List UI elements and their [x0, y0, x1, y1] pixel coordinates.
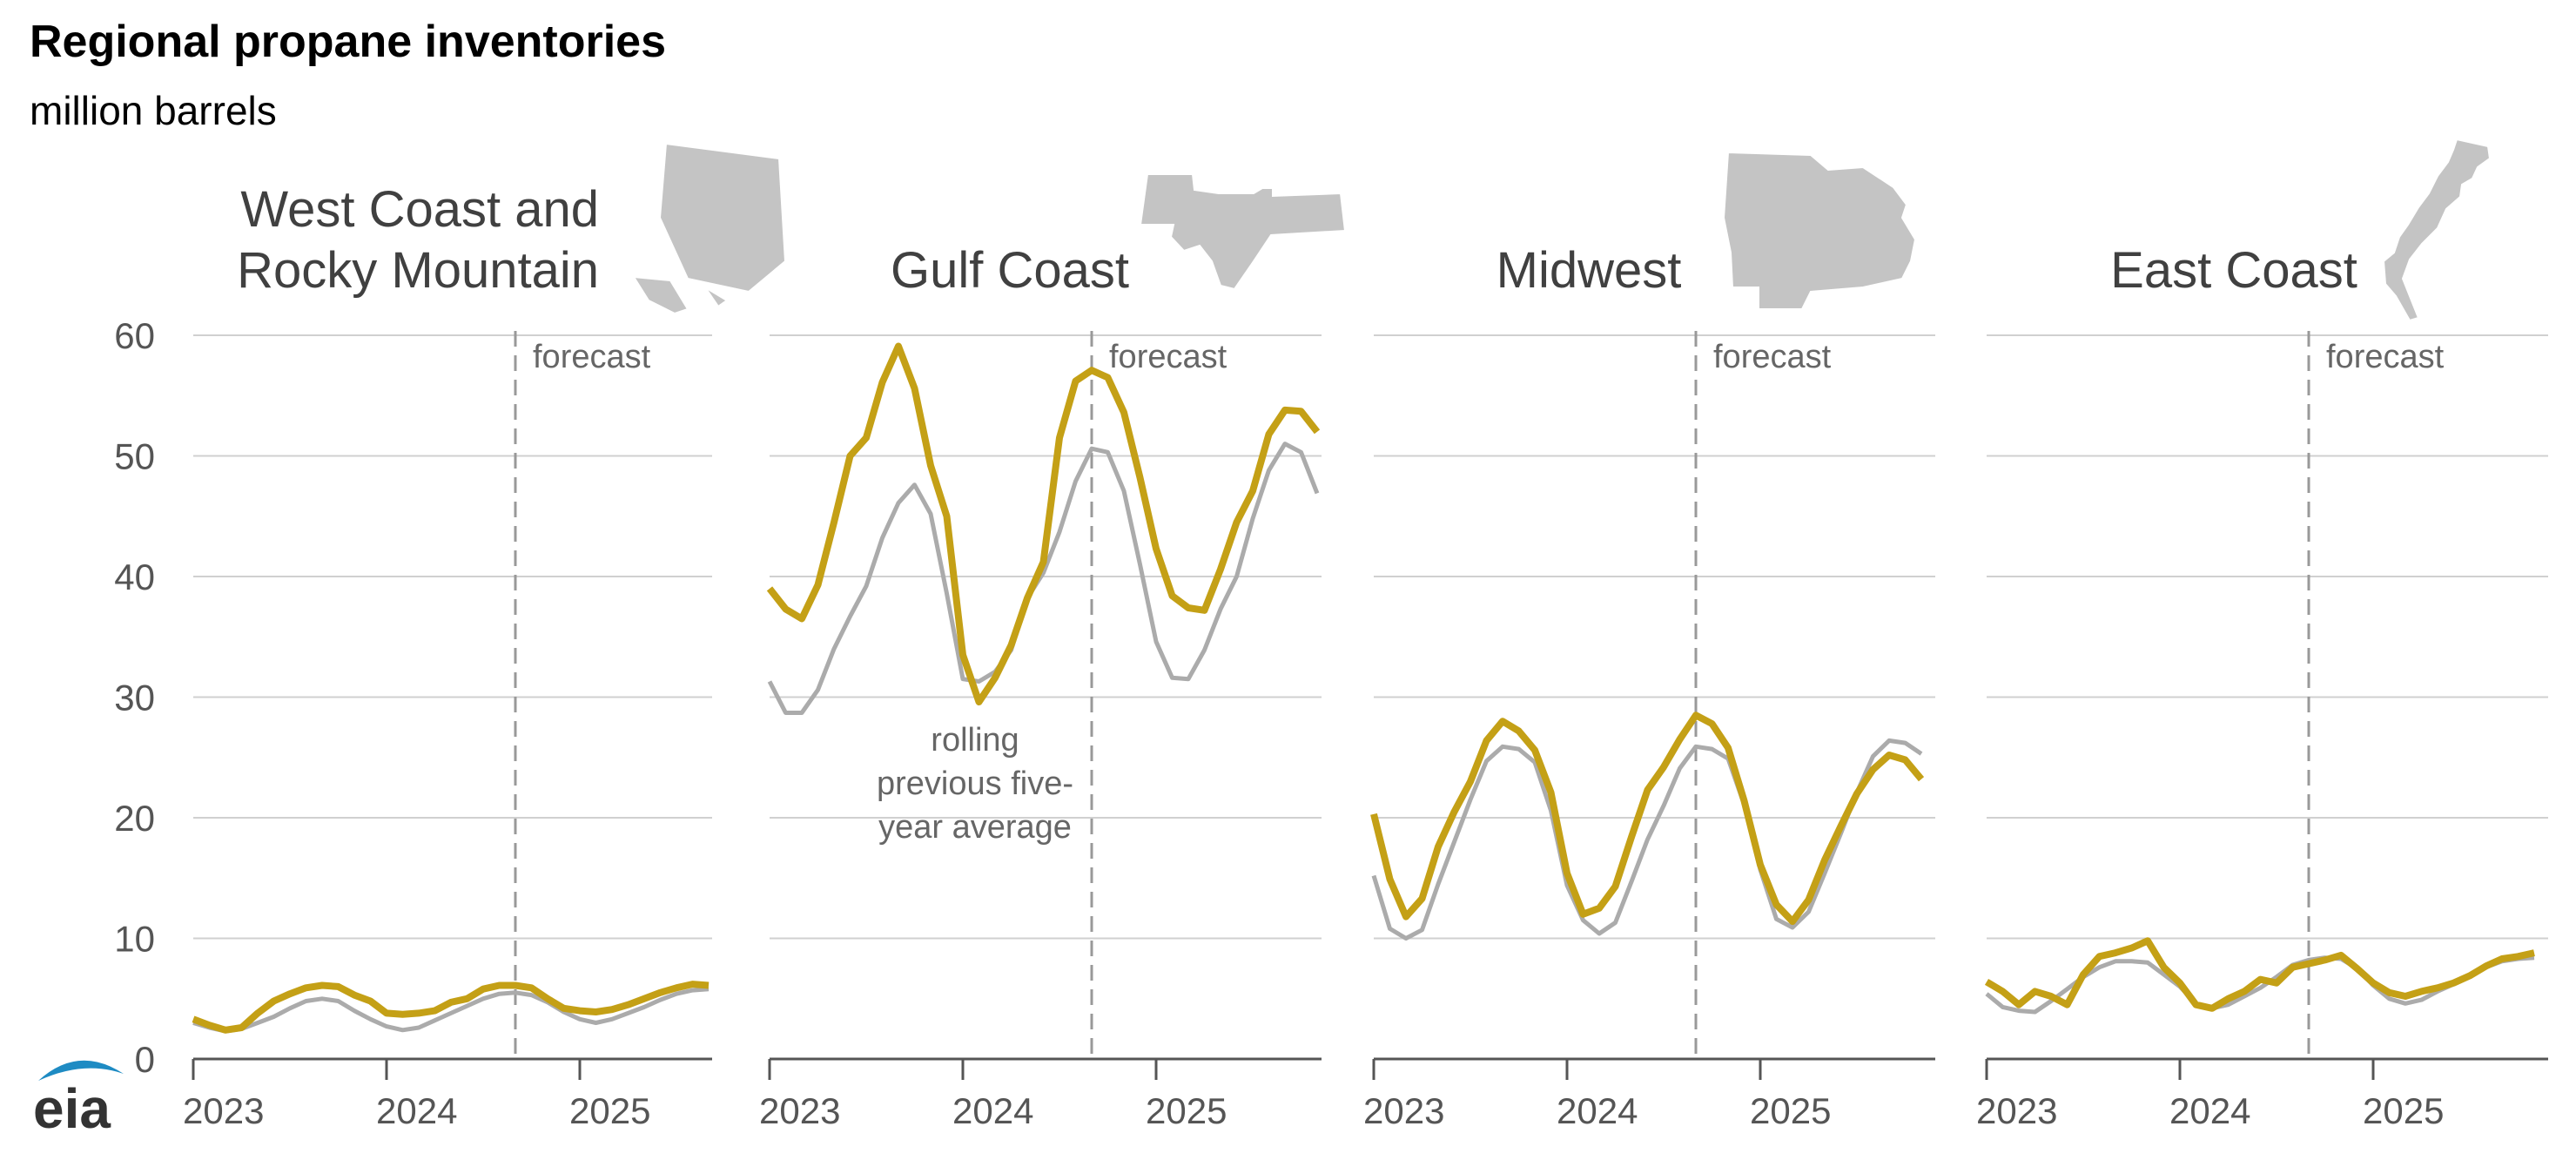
y-tick-label: 10	[114, 919, 155, 960]
svg-text:eia: eia	[33, 1077, 111, 1136]
series-line-five-year-average	[767, 442, 1320, 715]
y-tick-label: 30	[114, 678, 155, 718]
region-maps	[632, 138, 2492, 322]
panel-title: East Coast	[2110, 242, 2357, 299]
annotation-label: year average	[878, 809, 1072, 846]
x-tick-label: 2025	[569, 1090, 650, 1131]
y-tick-label: 50	[114, 436, 155, 477]
forecast-label: forecast	[1109, 339, 1227, 375]
series-line-inventory	[766, 342, 1321, 705]
chart-subtitle: million barrels	[30, 88, 277, 133]
panel-title: Gulf Coast	[891, 242, 1129, 299]
annotation-label: rolling	[931, 722, 1019, 759]
x-tick-label: 2023	[1976, 1090, 2057, 1131]
y-tick-label: 20	[114, 798, 155, 839]
panel-west-coast-and-rocky-mountain: 2023 2024 2025 forecast West Coast andRocky …	[183, 181, 712, 1131]
x-tick-label: 2024	[1557, 1090, 1638, 1131]
x-tick-label: 2024	[2169, 1090, 2250, 1131]
gulf-map-icon	[1139, 173, 1347, 291]
annotation-label: previous five-	[877, 765, 1073, 802]
x-tick-label: 2024	[376, 1090, 457, 1131]
series-line-five-year-average	[192, 987, 710, 1034]
y-tick-label: 40	[114, 556, 155, 597]
midwest-map-icon	[1722, 151, 1917, 310]
panel-east-coast: 2023 2024 2025 forecast East Coast	[1976, 242, 2548, 1131]
series-line-five-year-average	[1371, 738, 1923, 941]
forecast-label: forecast	[533, 339, 651, 375]
series-line-inventory	[1370, 712, 1925, 926]
chart-title: Regional propane inventories	[30, 17, 667, 67]
y-tick-label: 0	[135, 1039, 155, 1080]
panel-midwest: 2023 2024 2025 forecast Midwest	[1363, 242, 1935, 1131]
eia-logo: eia	[26, 1049, 139, 1141]
series-line-inventory	[192, 981, 710, 1034]
west-map-icon	[632, 142, 787, 315]
x-tick-label: 2025	[1750, 1090, 1831, 1131]
panel-gulf-coast: 2023 2024 2025 forecast Gulf Coast rolling pre…	[759, 242, 1322, 1131]
panel-title: Rocky Mountain	[237, 242, 599, 299]
eia-logo-graphic: eia	[33, 1060, 124, 1140]
panel-title: West Coast and	[240, 181, 599, 238]
panels: 0 10 20 30 40 50 60 2023 2024 2025 forecast West Co…	[114, 181, 2548, 1131]
x-tick-label: 2025	[2363, 1090, 2444, 1131]
x-tick-label: 2024	[952, 1090, 1033, 1131]
x-tick-label: 2023	[759, 1090, 840, 1131]
series-line-inventory	[1984, 937, 2535, 1012]
panel-title: Midwest	[1497, 242, 1682, 299]
y-tick-label: 60	[114, 315, 155, 356]
x-tick-label: 2023	[183, 1090, 264, 1131]
forecast-label: forecast	[2326, 339, 2445, 375]
forecast-label: forecast	[1713, 339, 1832, 375]
east-map-icon	[2382, 138, 2492, 322]
x-tick-label: 2025	[1146, 1090, 1227, 1131]
x-tick-label: 2023	[1363, 1090, 1444, 1131]
